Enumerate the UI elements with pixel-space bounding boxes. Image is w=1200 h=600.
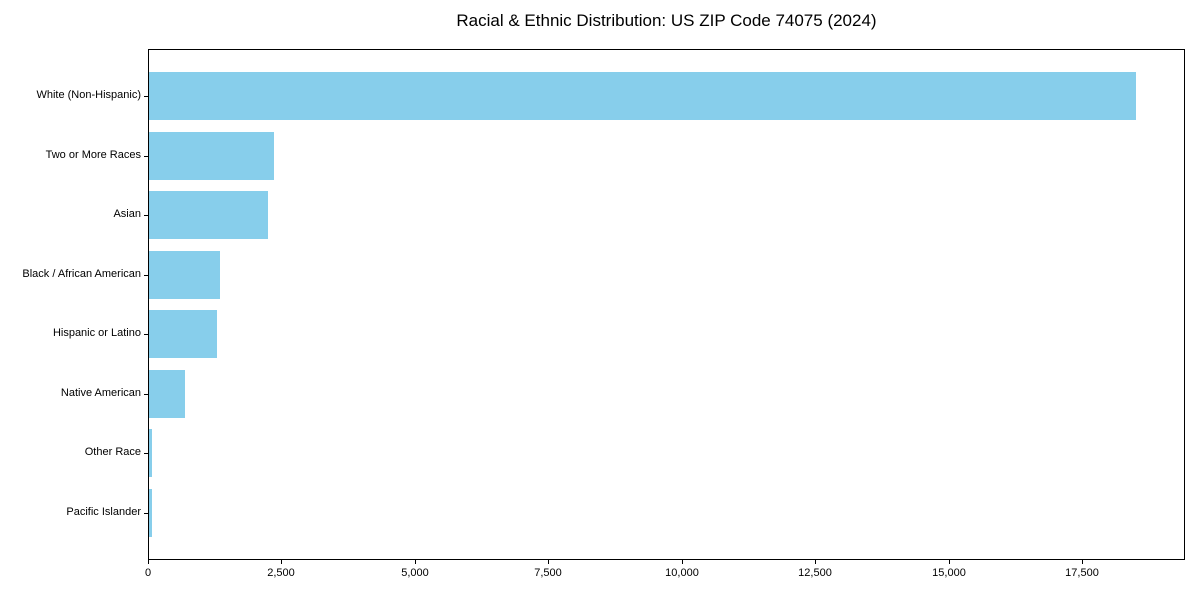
x-axis-tick-label: 15,000 [932,567,966,579]
y-axis-label: Hispanic or Latino [52,327,141,340]
bar [149,72,1136,120]
x-axis-tick [682,560,683,564]
y-axis-tick [144,334,148,336]
x-axis-tick [281,560,282,564]
bar [149,310,217,359]
y-axis-label: Other Race [84,446,141,459]
x-axis-tick-label: 2,500 [267,567,295,579]
x-axis-tick-label: 10,000 [665,567,699,579]
y-axis-label: Black / African American [22,267,141,280]
bar [149,488,152,537]
bar [149,131,274,180]
x-axis-tick [815,560,816,564]
y-axis-label: Pacific Islander [66,505,141,518]
bar [149,250,220,299]
x-axis-tick [148,560,149,564]
x-axis-tick [949,560,950,564]
x-axis-tick-label: 0 [144,567,152,579]
y-axis-label: White (Non-Hispanic) [36,89,141,101]
y-axis-tick [144,215,148,217]
x-axis-tick [415,560,416,564]
x-axis-tick [1082,560,1083,564]
x-axis-tick-label: 7,500 [534,567,562,579]
y-axis-label: Native American [60,386,141,399]
y-axis-tick [144,274,148,276]
x-axis-tick-label: 12,500 [798,567,832,579]
x-axis-tick-label: 17,500 [1065,567,1099,579]
bar [149,369,185,418]
bar [149,429,152,478]
y-axis-label: Two or More Races [45,148,141,161]
bar [149,191,268,240]
x-axis-tick [548,560,549,564]
y-axis-tick [144,96,148,97]
y-axis-tick [144,155,148,157]
plot-area [148,49,1185,560]
chart-title: Racial & Ethnic Distribution: US ZIP Cod… [456,11,877,30]
x-axis-tick-label: 5,000 [401,567,429,579]
y-axis-tick [144,512,148,514]
y-axis-tick [144,393,148,395]
y-axis-label: Asian [113,208,141,221]
y-axis-tick [144,453,148,455]
